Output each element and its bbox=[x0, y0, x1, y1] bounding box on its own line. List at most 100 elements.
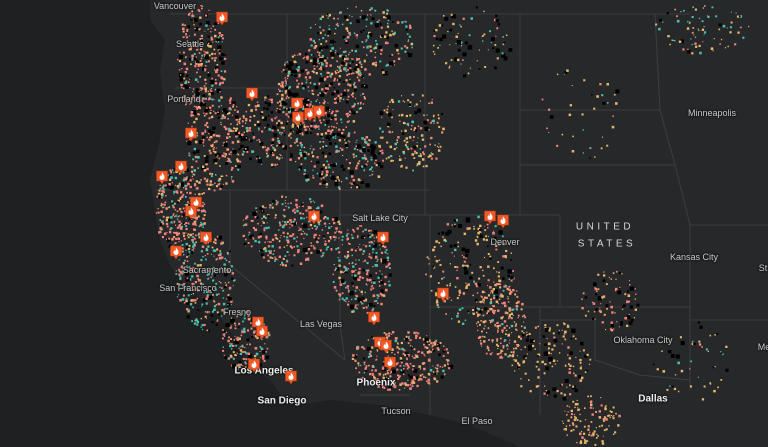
incident-point bbox=[512, 270, 514, 272]
incident-point bbox=[352, 85, 355, 89]
fire-icon[interactable] bbox=[368, 311, 381, 326]
incident-point bbox=[439, 37, 443, 42]
fire-icon[interactable] bbox=[384, 356, 397, 371]
incident-point bbox=[191, 282, 194, 286]
fire-icon[interactable] bbox=[175, 160, 188, 175]
incident-point bbox=[404, 352, 409, 357]
incident-point bbox=[499, 280, 502, 283]
incident-point bbox=[332, 235, 335, 238]
incident-point bbox=[243, 136, 248, 141]
incident-point bbox=[405, 20, 407, 23]
fire-icon[interactable] bbox=[285, 370, 298, 385]
incident-point bbox=[394, 142, 397, 146]
fire-icon[interactable] bbox=[497, 214, 510, 229]
incident-point bbox=[516, 290, 518, 292]
incident-point bbox=[205, 290, 209, 293]
incident-point bbox=[200, 63, 203, 66]
incident-point bbox=[508, 286, 510, 288]
incident-point bbox=[275, 110, 277, 112]
incident-point bbox=[195, 241, 197, 244]
incident-point bbox=[252, 226, 255, 229]
incident-point bbox=[388, 262, 391, 265]
incident-point bbox=[386, 63, 389, 67]
incident-point bbox=[383, 71, 388, 76]
incident-point bbox=[270, 98, 273, 102]
fire-icon[interactable] bbox=[484, 210, 497, 225]
incident-point bbox=[312, 200, 314, 202]
fire-icon[interactable] bbox=[292, 111, 305, 126]
incident-point bbox=[349, 182, 351, 184]
incident-point bbox=[595, 427, 597, 429]
incident-point bbox=[312, 174, 314, 177]
incident-point bbox=[247, 353, 252, 358]
incident-point bbox=[601, 440, 604, 443]
incident-point bbox=[284, 77, 286, 79]
incident-point bbox=[365, 18, 368, 21]
incident-point bbox=[203, 209, 206, 212]
incident-point bbox=[238, 337, 241, 340]
incident-point bbox=[412, 381, 416, 384]
fire-icon[interactable] bbox=[437, 287, 450, 302]
incident-point bbox=[234, 353, 237, 356]
incident-point bbox=[430, 101, 433, 104]
fire-icon[interactable] bbox=[185, 127, 198, 142]
fire-icon[interactable] bbox=[291, 97, 304, 112]
incident-point bbox=[316, 65, 318, 67]
incident-point bbox=[206, 183, 209, 186]
fire-icon[interactable] bbox=[313, 105, 326, 120]
fire-icon[interactable] bbox=[200, 231, 213, 246]
incident-point bbox=[335, 90, 340, 94]
incident-point bbox=[545, 363, 547, 365]
fire-icon[interactable] bbox=[308, 210, 321, 225]
incident-point bbox=[200, 317, 202, 320]
fire-icon[interactable] bbox=[170, 245, 183, 260]
city-label-sacramento: Sacramento bbox=[182, 265, 232, 275]
incident-point bbox=[372, 251, 374, 254]
incident-point bbox=[274, 214, 277, 217]
incident-point bbox=[370, 229, 372, 232]
incident-point bbox=[375, 272, 377, 274]
fire-icon[interactable] bbox=[380, 339, 393, 354]
fire-icon[interactable] bbox=[256, 325, 269, 340]
incident-point bbox=[241, 125, 244, 127]
fire-icon[interactable] bbox=[246, 87, 259, 102]
incident-point bbox=[483, 336, 486, 338]
incident-point bbox=[443, 299, 446, 303]
incident-point bbox=[260, 225, 262, 227]
incident-point bbox=[468, 227, 471, 230]
fire-icon[interactable] bbox=[185, 205, 198, 220]
incident-point bbox=[378, 144, 381, 148]
fire-icon[interactable] bbox=[156, 170, 169, 185]
incident-point bbox=[347, 83, 350, 86]
incident-point bbox=[500, 355, 502, 357]
fire-icon[interactable] bbox=[216, 11, 229, 26]
incident-point bbox=[320, 66, 322, 69]
incident-point bbox=[329, 39, 334, 44]
fire-icon[interactable] bbox=[248, 358, 261, 373]
incident-point bbox=[201, 324, 204, 327]
incident-point bbox=[505, 329, 508, 332]
incident-point bbox=[325, 89, 328, 93]
incident-point bbox=[220, 121, 222, 123]
incident-point bbox=[259, 235, 262, 238]
incident-point bbox=[373, 47, 376, 50]
incident-point bbox=[179, 207, 181, 210]
incident-point bbox=[322, 145, 324, 148]
incident-point bbox=[470, 17, 473, 20]
incident-point bbox=[189, 267, 192, 271]
incident-point bbox=[389, 132, 392, 134]
incident-point bbox=[333, 221, 336, 225]
incident-point bbox=[192, 178, 194, 180]
incident-point bbox=[310, 251, 313, 254]
incident-point bbox=[514, 293, 517, 296]
incident-point bbox=[204, 315, 207, 318]
incident-point bbox=[508, 309, 511, 312]
incident-point bbox=[338, 264, 341, 267]
incident-point bbox=[183, 262, 185, 264]
incident-point bbox=[229, 97, 232, 100]
incident-point bbox=[381, 116, 383, 118]
incident-point bbox=[333, 263, 335, 266]
fire-icon[interactable] bbox=[377, 231, 390, 246]
incident-point bbox=[230, 304, 232, 306]
